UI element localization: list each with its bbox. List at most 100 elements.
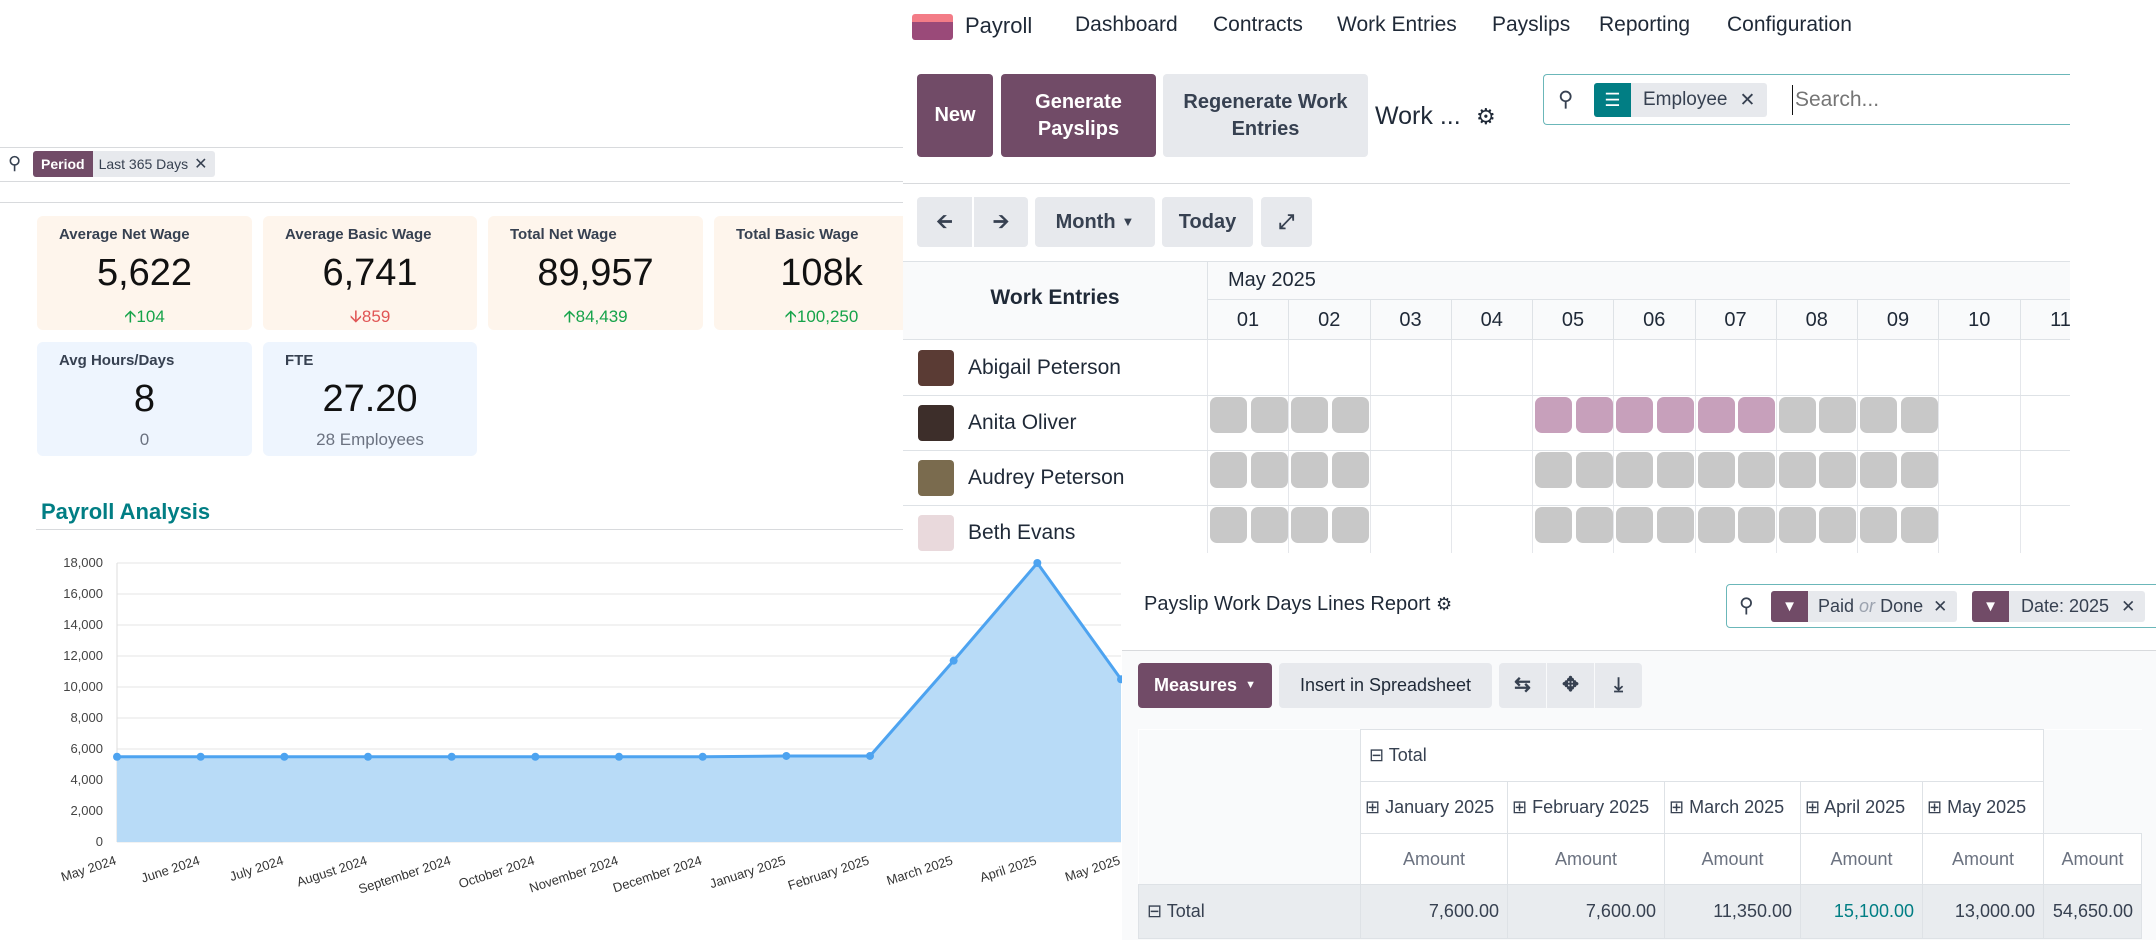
remove-facet-icon[interactable]: ✕ <box>2121 596 2136 616</box>
work-entry-normal[interactable] <box>1656 452 1694 488</box>
measure-header[interactable]: Amount <box>1922 833 2044 885</box>
work-entry-normal[interactable] <box>1616 507 1654 543</box>
measure-header[interactable]: Amount <box>2043 833 2142 885</box>
previous-button[interactable]: 🡨 <box>917 197 972 247</box>
pivot-col-header[interactable]: ⊞ February 2025 <box>1507 781 1665 834</box>
gantt-row-employee[interactable]: Beth Evans <box>903 505 1207 555</box>
new-button[interactable]: New <box>917 74 993 157</box>
work-entry-normal[interactable] <box>1860 452 1897 488</box>
menu-contracts[interactable]: Contracts <box>1213 13 1303 36</box>
kpi-avg-hours-days[interactable]: Avg Hours/Days 8 0 <box>37 342 252 456</box>
work-entry-normal[interactable] <box>1697 452 1735 488</box>
work-entry-leave[interactable] <box>1656 397 1694 433</box>
pivot-cell[interactable]: 54,650.00 <box>2043 884 2142 939</box>
menu-reporting[interactable]: Reporting <box>1599 13 1691 36</box>
gantt-row-employee[interactable]: Anita Oliver <box>903 395 1207 450</box>
work-entry-normal[interactable] <box>1860 507 1897 543</box>
generate-payslips-button[interactable]: Generate Payslips <box>1001 74 1156 157</box>
work-entry-normal[interactable] <box>1210 452 1247 488</box>
pivot-cell[interactable]: 7,600.00 <box>1507 884 1665 939</box>
gear-icon[interactable]: ⚙ <box>1435 594 1453 614</box>
expand-icon[interactable]: ⤢ <box>1261 197 1312 247</box>
regenerate-work-entries-button[interactable]: Regenerate Work Entries <box>1163 74 1368 157</box>
work-entry-normal[interactable] <box>1291 397 1329 433</box>
work-entry-normal[interactable] <box>1697 507 1735 543</box>
work-entry-leave[interactable] <box>1575 397 1613 433</box>
next-button[interactable]: 🡪 <box>974 197 1028 247</box>
pivot-cell[interactable]: 13,000.00 <box>1922 884 2044 939</box>
measure-header[interactable]: Amount <box>1664 833 1801 885</box>
period-facet[interactable]: Period Last 365 Days ✕ <box>33 151 216 177</box>
kpi-average-net-wage[interactable]: Average Net Wage 5,622 🡩104 <box>37 216 252 330</box>
scale-dropdown[interactable]: Month ▼ <box>1035 197 1155 247</box>
pivot-cell[interactable]: 7,600.00 <box>1360 884 1508 939</box>
work-entry-normal[interactable] <box>1331 507 1369 543</box>
expand-all-icon[interactable]: ✥ <box>1547 663 1594 708</box>
work-entry-normal[interactable] <box>1250 397 1288 433</box>
search-input[interactable] <box>1792 85 2070 115</box>
work-entry-leave[interactable] <box>1535 397 1572 433</box>
search-bar[interactable]: ⚲ ▼ Paid or Done ✕ ▼ Date: 2025 ✕ <box>1726 584 2156 628</box>
work-entry-normal[interactable] <box>1331 452 1369 488</box>
kpi-total-net-wage[interactable]: Total Net Wage 89,957 🡩84,439 <box>488 216 703 330</box>
gear-icon[interactable]: ⚙ <box>1476 104 1496 129</box>
work-entry-normal[interactable] <box>1819 452 1857 488</box>
app-name[interactable]: Payroll <box>965 13 1033 38</box>
menu-configuration[interactable]: Configuration <box>1727 13 1852 36</box>
work-entry-normal[interactable] <box>1819 507 1857 543</box>
work-entry-normal[interactable] <box>1575 452 1613 488</box>
pivot-cell[interactable]: 15,100.00 <box>1800 884 1923 939</box>
work-entry-normal[interactable] <box>1738 452 1775 488</box>
measure-header[interactable]: Amount <box>1360 833 1508 885</box>
pivot-col-header[interactable]: ⊞ April 2025 <box>1800 781 1923 834</box>
work-entry-normal[interactable] <box>1778 452 1816 488</box>
work-entry-normal[interactable] <box>1656 507 1694 543</box>
work-entry-normal[interactable] <box>1860 397 1897 433</box>
work-entry-normal[interactable] <box>1778 507 1816 543</box>
work-entry-normal[interactable] <box>1900 452 1938 488</box>
pivot-col-total-header[interactable]: ⊟ Total <box>1360 729 2044 782</box>
kpi-total-basic-wage[interactable]: Total Basic Wage 108k 🡩100,250 <box>714 216 929 330</box>
work-entry-normal[interactable] <box>1900 507 1938 543</box>
pivot-col-header[interactable]: ⊞ January 2025 <box>1360 781 1508 834</box>
menu-work-entries[interactable]: Work Entries <box>1337 13 1457 36</box>
work-entry-normal[interactable] <box>1738 507 1775 543</box>
pivot-cell[interactable]: 11,350.00 <box>1664 884 1801 939</box>
pivot-col-header[interactable]: ⊞ May 2025 <box>1922 781 2044 834</box>
search-bar[interactable]: ⚲ ☰ Employee ✕ <box>1543 74 2070 125</box>
flip-axis-icon[interactable]: ⇆ <box>1499 663 1546 708</box>
work-entry-normal[interactable] <box>1291 507 1329 543</box>
insert-in-spreadsheet-button[interactable]: Insert in Spreadsheet <box>1279 663 1492 708</box>
pivot-row-total-header[interactable]: ⊟ Total <box>1138 884 1361 939</box>
work-entry-leave[interactable] <box>1697 397 1735 433</box>
work-entry-normal[interactable] <box>1616 452 1654 488</box>
work-entry-leave[interactable] <box>1616 397 1654 433</box>
payroll-app-logo[interactable] <box>912 14 953 40</box>
measure-header[interactable]: Amount <box>1800 833 1923 885</box>
work-entry-leave[interactable] <box>1738 397 1775 433</box>
work-entry-normal[interactable] <box>1900 397 1938 433</box>
work-entry-normal[interactable] <box>1819 397 1857 433</box>
remove-facet-icon[interactable]: ✕ <box>1739 89 1756 111</box>
filter-facet-date[interactable]: ▼ Date: 2025 ✕ <box>1972 591 2146 622</box>
work-entry-normal[interactable] <box>1575 507 1613 543</box>
download-icon[interactable]: ⤓ <box>1595 663 1642 708</box>
measure-header[interactable]: Amount <box>1507 833 1665 885</box>
work-entry-normal[interactable] <box>1210 507 1247 543</box>
remove-facet-icon[interactable]: ✕ <box>194 156 208 173</box>
work-entry-normal[interactable] <box>1250 507 1288 543</box>
employee-groupby-facet[interactable]: ☰ Employee ✕ <box>1594 83 1768 117</box>
kpi-fte[interactable]: FTE 27.20 28 Employees <box>263 342 477 456</box>
menu-dashboard[interactable]: Dashboard <box>1075 13 1178 36</box>
menu-payslips[interactable]: Payslips <box>1492 13 1571 36</box>
search-icon[interactable]: ⚲ <box>8 153 22 173</box>
work-entry-normal[interactable] <box>1535 452 1572 488</box>
gantt-row-employee[interactable]: Abigail Peterson <box>903 340 1207 395</box>
kpi-average-basic-wage[interactable]: Average Basic Wage 6,741 🡫859 <box>263 216 477 330</box>
today-button[interactable]: Today <box>1162 197 1253 247</box>
filter-facet-status[interactable]: ▼ Paid or Done ✕ <box>1771 591 1958 622</box>
work-entry-normal[interactable] <box>1331 397 1369 433</box>
work-entry-normal[interactable] <box>1210 397 1247 433</box>
remove-facet-icon[interactable]: ✕ <box>1933 596 1948 616</box>
work-entry-normal[interactable] <box>1291 452 1329 488</box>
